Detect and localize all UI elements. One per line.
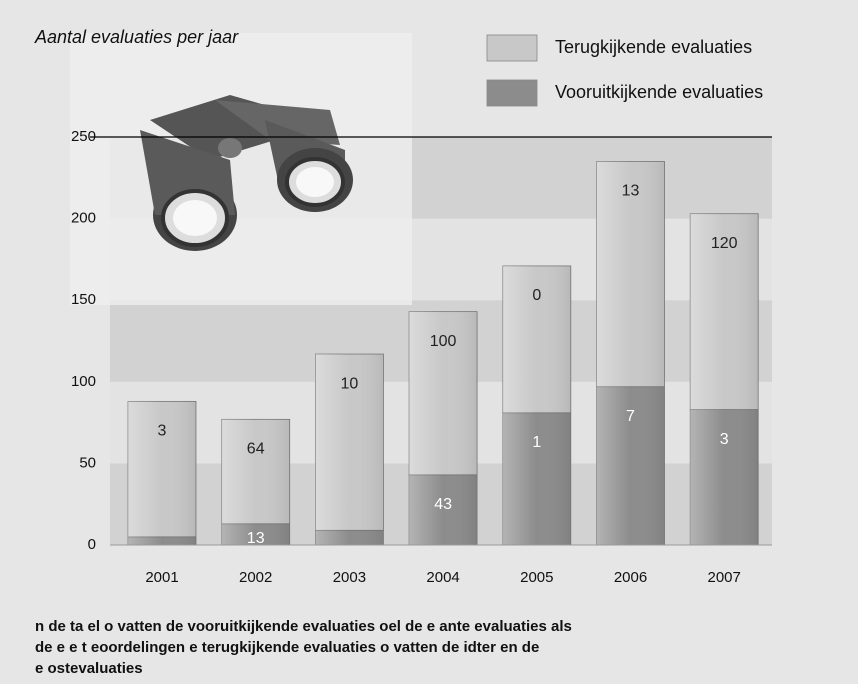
bar-label: 64	[247, 441, 265, 458]
page: {"chart_data": {"type": "bar", "stacked"…	[0, 0, 858, 684]
x-tick-label: 2005	[520, 569, 553, 586]
bar-label: 100	[430, 333, 457, 350]
bar-shade	[315, 530, 383, 545]
bar-shade	[222, 419, 290, 523]
bar-label: 10	[341, 375, 359, 392]
legend-label: Terugkijkende evaluaties	[555, 37, 752, 57]
y-tick-label: 200	[71, 210, 96, 227]
x-tick-label: 2007	[708, 569, 741, 586]
bar-label: 7	[626, 408, 635, 425]
bar-shade	[128, 537, 196, 545]
x-tick-label: 2002	[239, 569, 272, 586]
legend-swatch	[487, 35, 537, 61]
footnote: n de ta el o vatten de vooruitkijkende e…	[35, 618, 572, 635]
x-tick-label: 2003	[333, 569, 366, 586]
x-tick-label: 2006	[614, 569, 647, 586]
bar-label: 0	[532, 287, 541, 304]
bar-label: 43	[434, 496, 452, 513]
bar-label: 3	[720, 431, 729, 448]
x-tick-label: 2001	[145, 569, 178, 586]
image-panel	[70, 33, 412, 305]
bar-label: 1	[532, 434, 541, 451]
x-tick-label: 2004	[426, 569, 459, 586]
chart: Aantal evaluaties per jaar 0501001502002…	[0, 0, 858, 684]
y-tick-label: 150	[71, 291, 96, 308]
y-tick-label: 0	[88, 536, 96, 553]
chart-title: Aantal evaluaties per jaar	[34, 27, 239, 47]
legend-label: Vooruitkijkende evaluaties	[555, 82, 763, 102]
bar-label: 13	[622, 183, 640, 200]
bar-label: 3	[158, 423, 167, 440]
footnote: de e e t eoordelingen e terugkijkende ev…	[35, 639, 539, 656]
y-tick-label: 50	[79, 454, 96, 471]
legend-swatch	[487, 80, 537, 106]
bar-label: 120	[711, 235, 738, 252]
footnote: e ostevaluaties	[35, 660, 143, 677]
y-tick-label: 100	[71, 373, 96, 390]
bar-shade	[503, 413, 571, 545]
